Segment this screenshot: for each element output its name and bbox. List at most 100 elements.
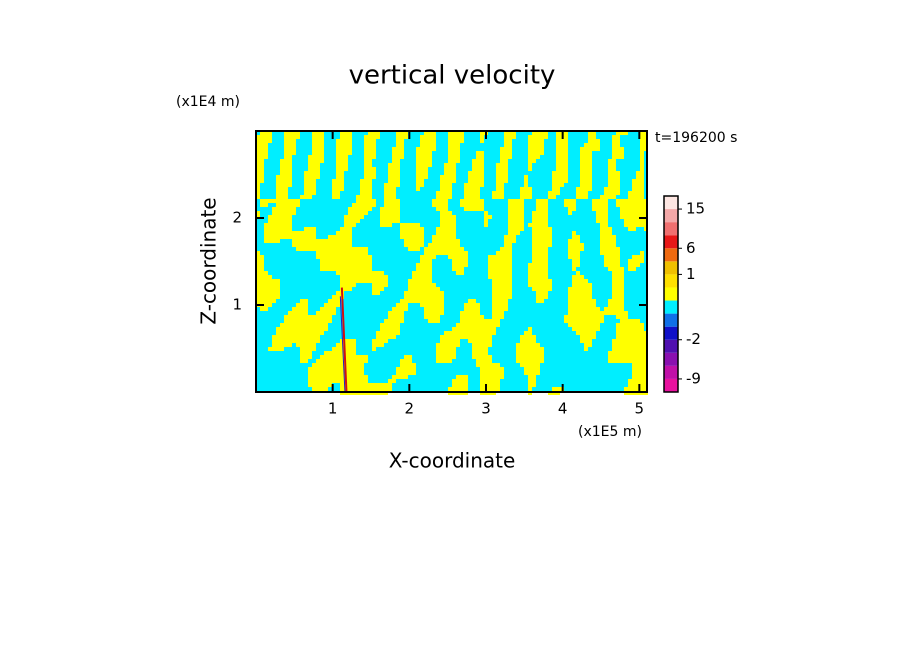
field-cell [640, 135, 644, 139]
field-cell [528, 191, 532, 195]
field-cell [400, 131, 404, 135]
field-cell [504, 179, 508, 183]
field-cell [300, 231, 304, 235]
field-cell [308, 171, 312, 175]
field-cell [496, 187, 500, 191]
field-cell [300, 327, 304, 331]
field-cell [512, 223, 516, 227]
field-cell [564, 199, 568, 203]
field-cell [504, 167, 508, 171]
field-cell [548, 231, 552, 235]
field-cell [440, 335, 444, 339]
field-cell [556, 147, 560, 151]
field-cell [300, 303, 304, 307]
field-cell [576, 243, 580, 247]
field-cell [464, 203, 468, 207]
field-cell [532, 275, 536, 279]
field-cell [464, 315, 468, 319]
field-cell [600, 235, 604, 239]
field-cell [376, 135, 380, 139]
field-cell [452, 335, 456, 339]
field-cell [616, 191, 620, 195]
field-cell [296, 343, 300, 347]
field-cell [456, 259, 460, 263]
field-cell [508, 147, 512, 151]
field-cell [276, 231, 280, 235]
field-cell [536, 223, 540, 227]
field-cell [612, 251, 616, 255]
field-cell [492, 291, 496, 295]
field-cell [604, 207, 608, 211]
field-cell [528, 347, 532, 351]
field-cell [616, 187, 620, 191]
field-cell [324, 355, 328, 359]
field-cell [576, 247, 580, 251]
field-cell [432, 255, 436, 259]
field-cell [580, 307, 584, 311]
field-cell [336, 379, 340, 383]
field-cell [572, 243, 576, 247]
field-cell [380, 331, 384, 335]
field-cell [444, 235, 448, 239]
field-cell [516, 203, 520, 207]
field-cell [420, 303, 424, 307]
field-cell [588, 327, 592, 331]
field-cell [472, 335, 476, 339]
field-cell [572, 315, 576, 319]
field-cell [336, 363, 340, 367]
field-cell [516, 343, 520, 347]
field-cell [400, 135, 404, 139]
field-cell [460, 131, 464, 135]
field-cell [384, 191, 388, 195]
field-cell [320, 143, 324, 147]
field-cell [292, 207, 296, 211]
field-cell [468, 327, 472, 331]
field-cell [276, 187, 280, 191]
field-cell [396, 371, 400, 375]
field-cell [484, 359, 488, 363]
field-cell [476, 175, 480, 179]
field-cell [340, 379, 344, 383]
field-cell [632, 363, 636, 367]
field-cell [488, 367, 492, 371]
field-cell [600, 207, 604, 211]
field-cell [288, 339, 292, 343]
field-cell [436, 343, 440, 347]
field-cell [420, 139, 424, 143]
field-cell [436, 307, 440, 311]
field-cell [440, 307, 444, 311]
field-cell [328, 375, 332, 379]
field-cell [536, 155, 540, 159]
chart-title: vertical velocity [349, 61, 556, 91]
field-cell [448, 183, 452, 187]
field-cell [632, 387, 636, 391]
field-cell [260, 279, 264, 283]
field-cell [324, 263, 328, 267]
field-cell [540, 151, 544, 155]
field-cell [572, 231, 576, 235]
field-cell [420, 271, 424, 275]
field-cell [380, 271, 384, 275]
field-cell [576, 303, 580, 307]
field-cell [388, 331, 392, 335]
field-cell [328, 239, 332, 243]
field-cell [624, 331, 628, 335]
field-cell [572, 267, 576, 271]
field-cell [432, 203, 436, 207]
field-cell [376, 339, 380, 343]
field-cell [496, 183, 500, 187]
field-cell [308, 379, 312, 383]
colorbar-segment [664, 248, 678, 262]
field-cell [340, 367, 344, 371]
field-cell [456, 243, 460, 247]
field-cell [628, 355, 632, 359]
field-cell [304, 191, 308, 195]
field-cell [316, 147, 320, 151]
field-cell [384, 215, 388, 219]
field-cell [416, 163, 420, 167]
field-cell [616, 303, 620, 307]
field-cell [468, 171, 472, 175]
field-cell [344, 271, 348, 275]
field-cell [540, 239, 544, 243]
field-cell [568, 315, 572, 319]
